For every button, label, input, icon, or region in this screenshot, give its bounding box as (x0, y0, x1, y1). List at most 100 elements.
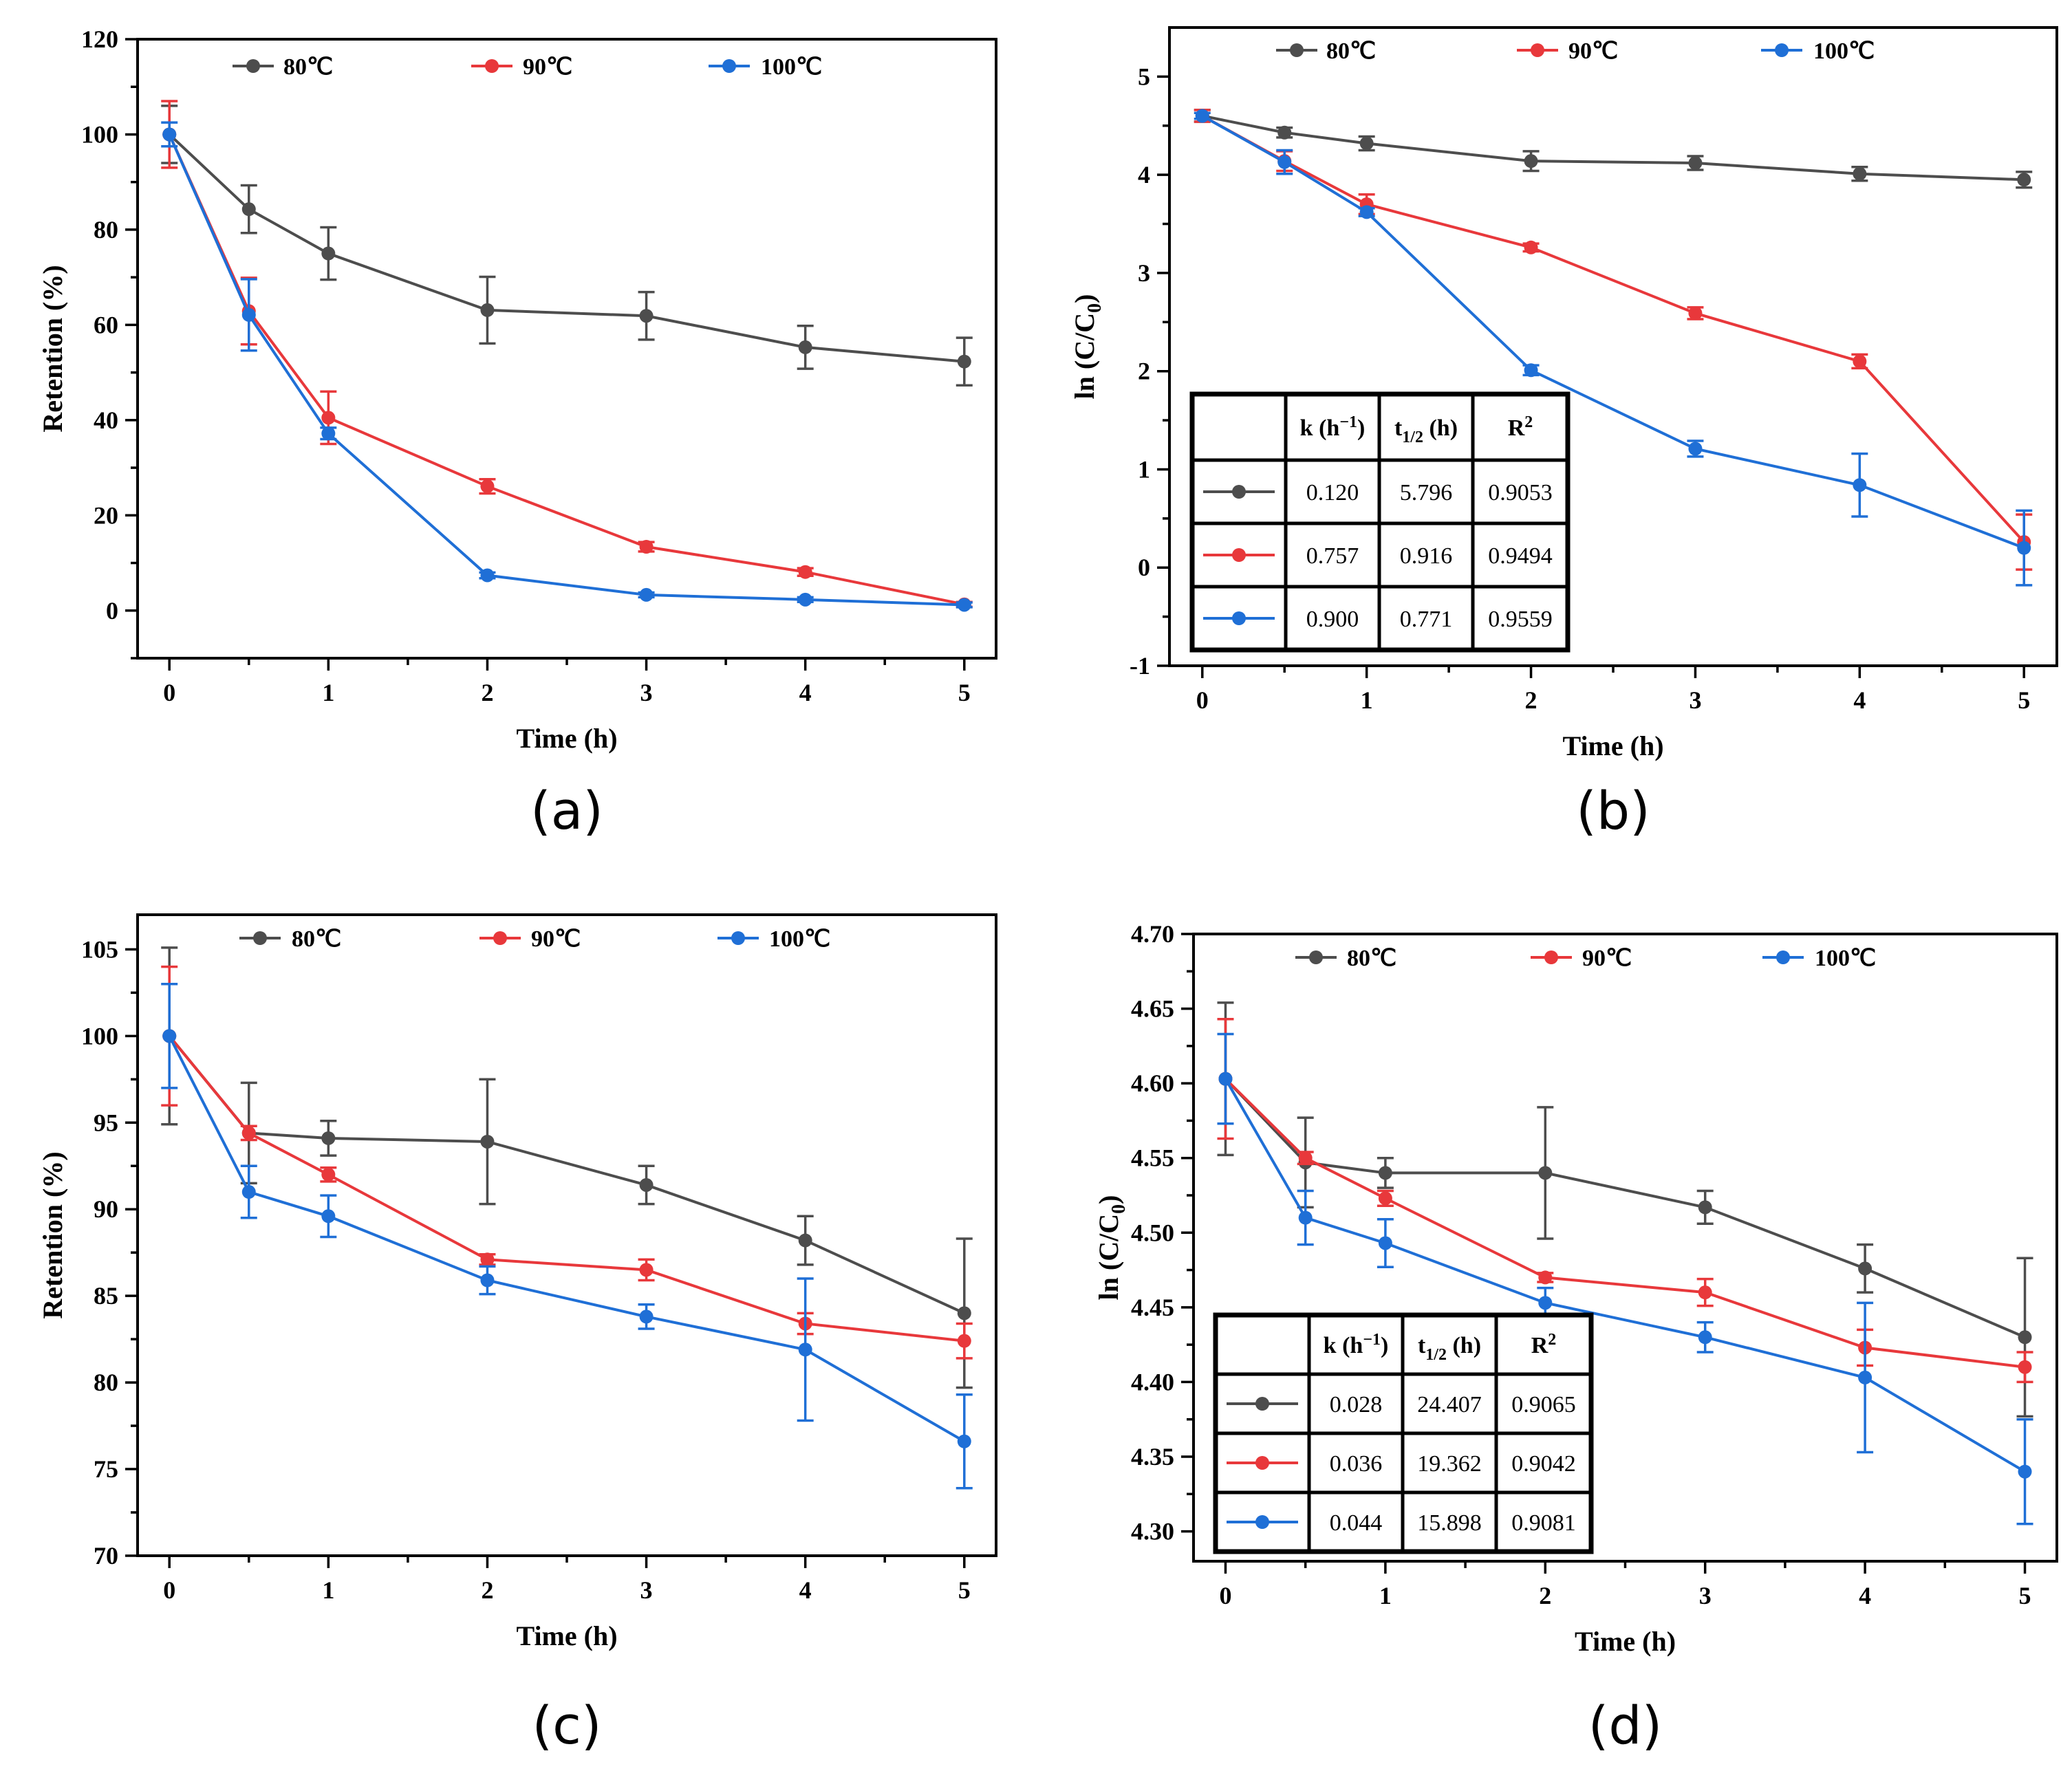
legend-marker (485, 59, 499, 73)
x-axis-title: Time (h) (1562, 730, 1663, 761)
x-axis-title: Time (h) (516, 1620, 617, 1651)
x-tick-label: 0 (1196, 686, 1209, 714)
data-point (1688, 306, 1703, 320)
data-point (1858, 1261, 1873, 1276)
y-tick-label: 4.45 (1131, 1294, 1174, 1321)
series-100 (161, 983, 973, 1490)
data-point (1195, 109, 1209, 123)
y-axis-title: ln (C/C0) (1093, 1195, 1130, 1301)
chart-panel-a: 0 1 2 3 4 5 0 20 40 60 80 100 120 Time (h) Retention (… (37, 25, 997, 841)
x-tick-label: 2 (1539, 1582, 1551, 1609)
data-point (480, 303, 495, 317)
legend-marker (1309, 950, 1323, 964)
x-tick-label: 1 (1361, 686, 1373, 714)
x-tick-label: 5 (958, 679, 971, 706)
y-tick-label: 4.55 (1131, 1144, 1174, 1172)
data-point (957, 598, 971, 612)
x-tick-label: 0 (163, 679, 175, 706)
data-point (480, 568, 495, 583)
x-tick-label: 1 (1379, 1582, 1392, 1609)
y-tick-label: 100 (81, 120, 118, 148)
legend-label: 90℃ (523, 54, 572, 80)
table-cell-r2: 0.9494 (1488, 543, 1553, 569)
data-point (321, 1167, 336, 1182)
x-axis-title: Time (h) (516, 723, 617, 754)
table-cell-r2: 0.9065 (1511, 1392, 1576, 1417)
kinetics-table: k (h−1) t1/2 (h) R2 0.028 24.407 0.9065 0.036 1… (1213, 1312, 1594, 1554)
legend-marker (1776, 950, 1790, 964)
data-point (1218, 1072, 1233, 1086)
x-tick-label: 2 (481, 679, 493, 706)
data-point (480, 479, 495, 494)
series-line (168, 1035, 965, 1443)
table-legend-marker (1232, 548, 1246, 562)
data-point (1853, 354, 1867, 369)
legend-label: 100℃ (761, 54, 822, 80)
data-point (321, 246, 336, 261)
table-header-r2: R2 (1531, 1331, 1557, 1358)
chart-panel-b: 0 1 2 3 4 5 -1 0 1 2 3 4 5 Time (h) ln (C/C0) (b) 80℃ 90℃… (1069, 26, 2058, 841)
y-tick-label: 2 (1138, 358, 1150, 385)
legend-marker (731, 931, 745, 945)
data-point (957, 354, 971, 369)
series-line (168, 133, 965, 606)
legend-marker (1775, 43, 1789, 57)
chart-panel-d: 0 1 2 3 4 5 4.30 4.35 4.40 4.45 4.50 4.55 4.60 4.65 4.… (1093, 920, 2058, 1756)
data-point (1359, 205, 1374, 219)
table-header-k: k (h−1) (1300, 413, 1366, 441)
data-point (957, 1306, 971, 1321)
data-point (1688, 442, 1703, 456)
x-tick-label: 0 (163, 1576, 175, 1604)
data-point (1538, 1270, 1553, 1285)
table-cell-r2: 0.9081 (1511, 1510, 1576, 1536)
panel-label: (b) (1576, 780, 1650, 841)
data-point (2017, 541, 2031, 555)
table-cell-k: 0.757 (1306, 543, 1359, 569)
table-cell-t: 15.898 (1417, 1510, 1482, 1536)
table-cell-r2: 0.9053 (1488, 480, 1553, 506)
y-tick-label: 4.60 (1131, 1069, 1174, 1097)
y-tick-label: -1 (1130, 652, 1150, 680)
legend-marker (493, 931, 507, 945)
data-point (1378, 1166, 1392, 1180)
y-tick-label: 40 (94, 406, 118, 434)
series-80 (161, 105, 973, 387)
y-tick-label: 4.70 (1131, 920, 1174, 948)
legend-label: 80℃ (292, 926, 341, 952)
data-point (321, 1131, 336, 1145)
table-header-r2: R2 (1508, 413, 1533, 441)
y-tick-label: 80 (94, 1369, 118, 1396)
legend-label: 80℃ (1326, 39, 1376, 64)
data-point (2018, 1464, 2032, 1479)
y-tick-label: 105 (81, 935, 118, 963)
series-line (168, 133, 964, 607)
y-tick-label: 70 (94, 1542, 118, 1569)
data-point (162, 127, 177, 142)
data-point (798, 565, 812, 579)
data-point (639, 1177, 654, 1192)
series-100 (1217, 1032, 2033, 1525)
series-line (168, 133, 964, 363)
y-axis-title: Retention (%) (37, 265, 68, 432)
y-tick-label: 80 (94, 216, 118, 243)
data-point (1524, 363, 1538, 378)
series-line (1224, 1078, 2026, 1339)
data-point (1858, 1370, 1873, 1384)
data-point (1698, 1200, 1712, 1215)
data-point (1853, 478, 1867, 492)
table-header-t: t1/2 (h) (1418, 1333, 1481, 1364)
y-tick-label: 120 (81, 25, 118, 53)
x-tick-label: 1 (322, 679, 334, 706)
legend-label: 80℃ (1347, 946, 1396, 971)
legend-label: 90℃ (1582, 946, 1632, 971)
data-point (1524, 240, 1538, 254)
x-tick-label: 4 (1853, 686, 1866, 714)
y-tick-label: 4.30 (1131, 1518, 1174, 1545)
y-tick-label: 95 (94, 1109, 118, 1136)
data-point (639, 540, 654, 554)
x-tick-label: 4 (799, 1576, 812, 1604)
data-point (162, 1029, 177, 1043)
data-point (1688, 156, 1703, 171)
